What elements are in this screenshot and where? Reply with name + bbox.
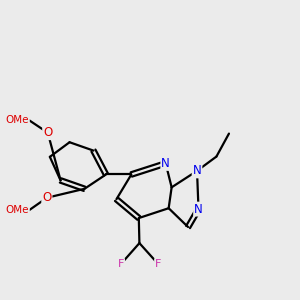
Text: O: O: [42, 191, 52, 204]
Text: N: N: [161, 157, 170, 170]
Text: F: F: [118, 259, 124, 269]
Text: O: O: [43, 126, 52, 139]
Text: OMe: OMe: [5, 115, 29, 125]
Text: N: N: [193, 164, 201, 177]
Text: F: F: [155, 259, 161, 269]
Text: OMe: OMe: [5, 205, 29, 215]
Text: N: N: [194, 202, 203, 216]
